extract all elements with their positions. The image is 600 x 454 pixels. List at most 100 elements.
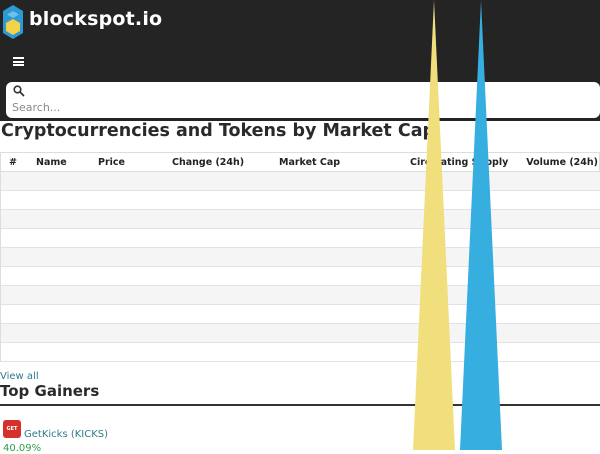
table-cell	[36, 323, 98, 343]
table-cell	[397, 266, 534, 286]
col-header-rank[interactable]: #	[1, 152, 36, 172]
table-cell	[172, 266, 279, 286]
table-cell	[397, 247, 534, 267]
table-row[interactable]	[1, 209, 600, 229]
table-cell	[534, 285, 600, 305]
table-cell	[279, 247, 397, 267]
table-cell	[1, 342, 36, 362]
table-row[interactable]	[1, 171, 600, 191]
table-cell	[534, 304, 600, 324]
table-cell	[172, 247, 279, 267]
table-cell	[1, 247, 36, 267]
col-header-change[interactable]: Change (24h)	[172, 152, 279, 172]
search-icon	[13, 85, 25, 97]
table-cell	[279, 323, 397, 343]
gainer-coin-link[interactable]: GetKicks (KICKS)	[24, 429, 109, 440]
table-row[interactable]	[1, 304, 600, 324]
page-title: Cryptocurrencies and Tokens by Market Ca…	[1, 121, 436, 141]
table-cell	[98, 323, 172, 343]
table-cell	[36, 209, 98, 229]
table-cell	[397, 323, 534, 343]
site-brand[interactable]: blockspot.io	[29, 8, 163, 30]
table-row[interactable]	[1, 323, 600, 343]
table-cell	[172, 209, 279, 229]
search-input[interactable]	[12, 99, 572, 115]
col-header-market-cap[interactable]: Market Cap	[279, 152, 397, 172]
section-divider	[0, 404, 600, 406]
table-cell	[279, 304, 397, 324]
table-cell	[172, 323, 279, 343]
table-cell	[534, 209, 600, 229]
blockspot-logo-icon[interactable]	[3, 5, 23, 39]
table-cell	[172, 342, 279, 362]
site-header: blockspot.io	[0, 0, 600, 121]
col-header-volume[interactable]: Volume (24h)	[526, 152, 600, 172]
table-row[interactable]	[1, 247, 600, 267]
table-row[interactable]	[1, 190, 600, 210]
table-cell	[534, 323, 600, 343]
table-cell	[534, 342, 600, 362]
table-cell	[36, 228, 98, 248]
table-cell	[98, 247, 172, 267]
table-cell	[1, 228, 36, 248]
getkicks-coin-icon: GET KICKS	[3, 420, 21, 438]
table-cell	[397, 209, 534, 229]
table-cell	[279, 285, 397, 305]
table-header-row: # Name Price Change (24h) Market Cap Cir…	[1, 152, 600, 172]
col-header-name[interactable]: Name	[36, 152, 98, 172]
table-cell	[172, 304, 279, 324]
table-cell	[534, 266, 600, 286]
table-cell	[36, 285, 98, 305]
table-cell	[36, 190, 98, 210]
table-cell	[397, 228, 534, 248]
table-cell	[1, 266, 36, 286]
table-cell	[98, 304, 172, 324]
table-cell	[397, 190, 534, 210]
table-cell	[397, 342, 534, 362]
table-cell	[1, 190, 36, 210]
table-cell	[1, 209, 36, 229]
table-cell	[279, 228, 397, 248]
table-cell	[534, 247, 600, 267]
table-cell	[98, 228, 172, 248]
table-cell	[36, 247, 98, 267]
table-cell	[279, 171, 397, 191]
table-cell	[36, 266, 98, 286]
table-row[interactable]	[1, 285, 600, 305]
search-box	[6, 82, 600, 118]
table-cell	[397, 304, 534, 324]
table-cell	[172, 228, 279, 248]
table-row[interactable]	[1, 342, 600, 362]
table-cell	[534, 228, 600, 248]
table-cell	[98, 190, 172, 210]
table-cell	[98, 266, 172, 286]
hamburger-menu-icon[interactable]	[13, 57, 24, 66]
table-cell	[397, 285, 534, 305]
table-cell	[279, 209, 397, 229]
table-cell	[1, 323, 36, 343]
table-cell	[534, 171, 600, 191]
table-cell	[36, 342, 98, 362]
table-cell	[397, 171, 534, 191]
gainer-change-value: 40.09%	[3, 443, 42, 454]
table-cell	[279, 342, 397, 362]
top-gainers-title: Top Gainers	[0, 382, 100, 400]
table-cell	[279, 190, 397, 210]
table-cell	[1, 285, 36, 305]
col-header-circulating-supply[interactable]: Circulating Supply	[397, 152, 534, 172]
crypto-table: # Name Price Change (24h) Market Cap Cir…	[0, 152, 600, 362]
view-all-link[interactable]: View all	[0, 371, 39, 382]
table-cell	[36, 171, 98, 191]
table-cell	[172, 285, 279, 305]
table-cell	[98, 171, 172, 191]
table-cell	[1, 171, 36, 191]
table-cell	[172, 190, 279, 210]
table-row[interactable]	[1, 228, 600, 248]
table-row[interactable]	[1, 266, 600, 286]
table-cell	[279, 266, 397, 286]
col-header-price[interactable]: Price	[98, 152, 172, 172]
table-cell	[172, 171, 279, 191]
table-cell	[36, 304, 98, 324]
table-cell	[1, 304, 36, 324]
table-cell	[534, 190, 600, 210]
